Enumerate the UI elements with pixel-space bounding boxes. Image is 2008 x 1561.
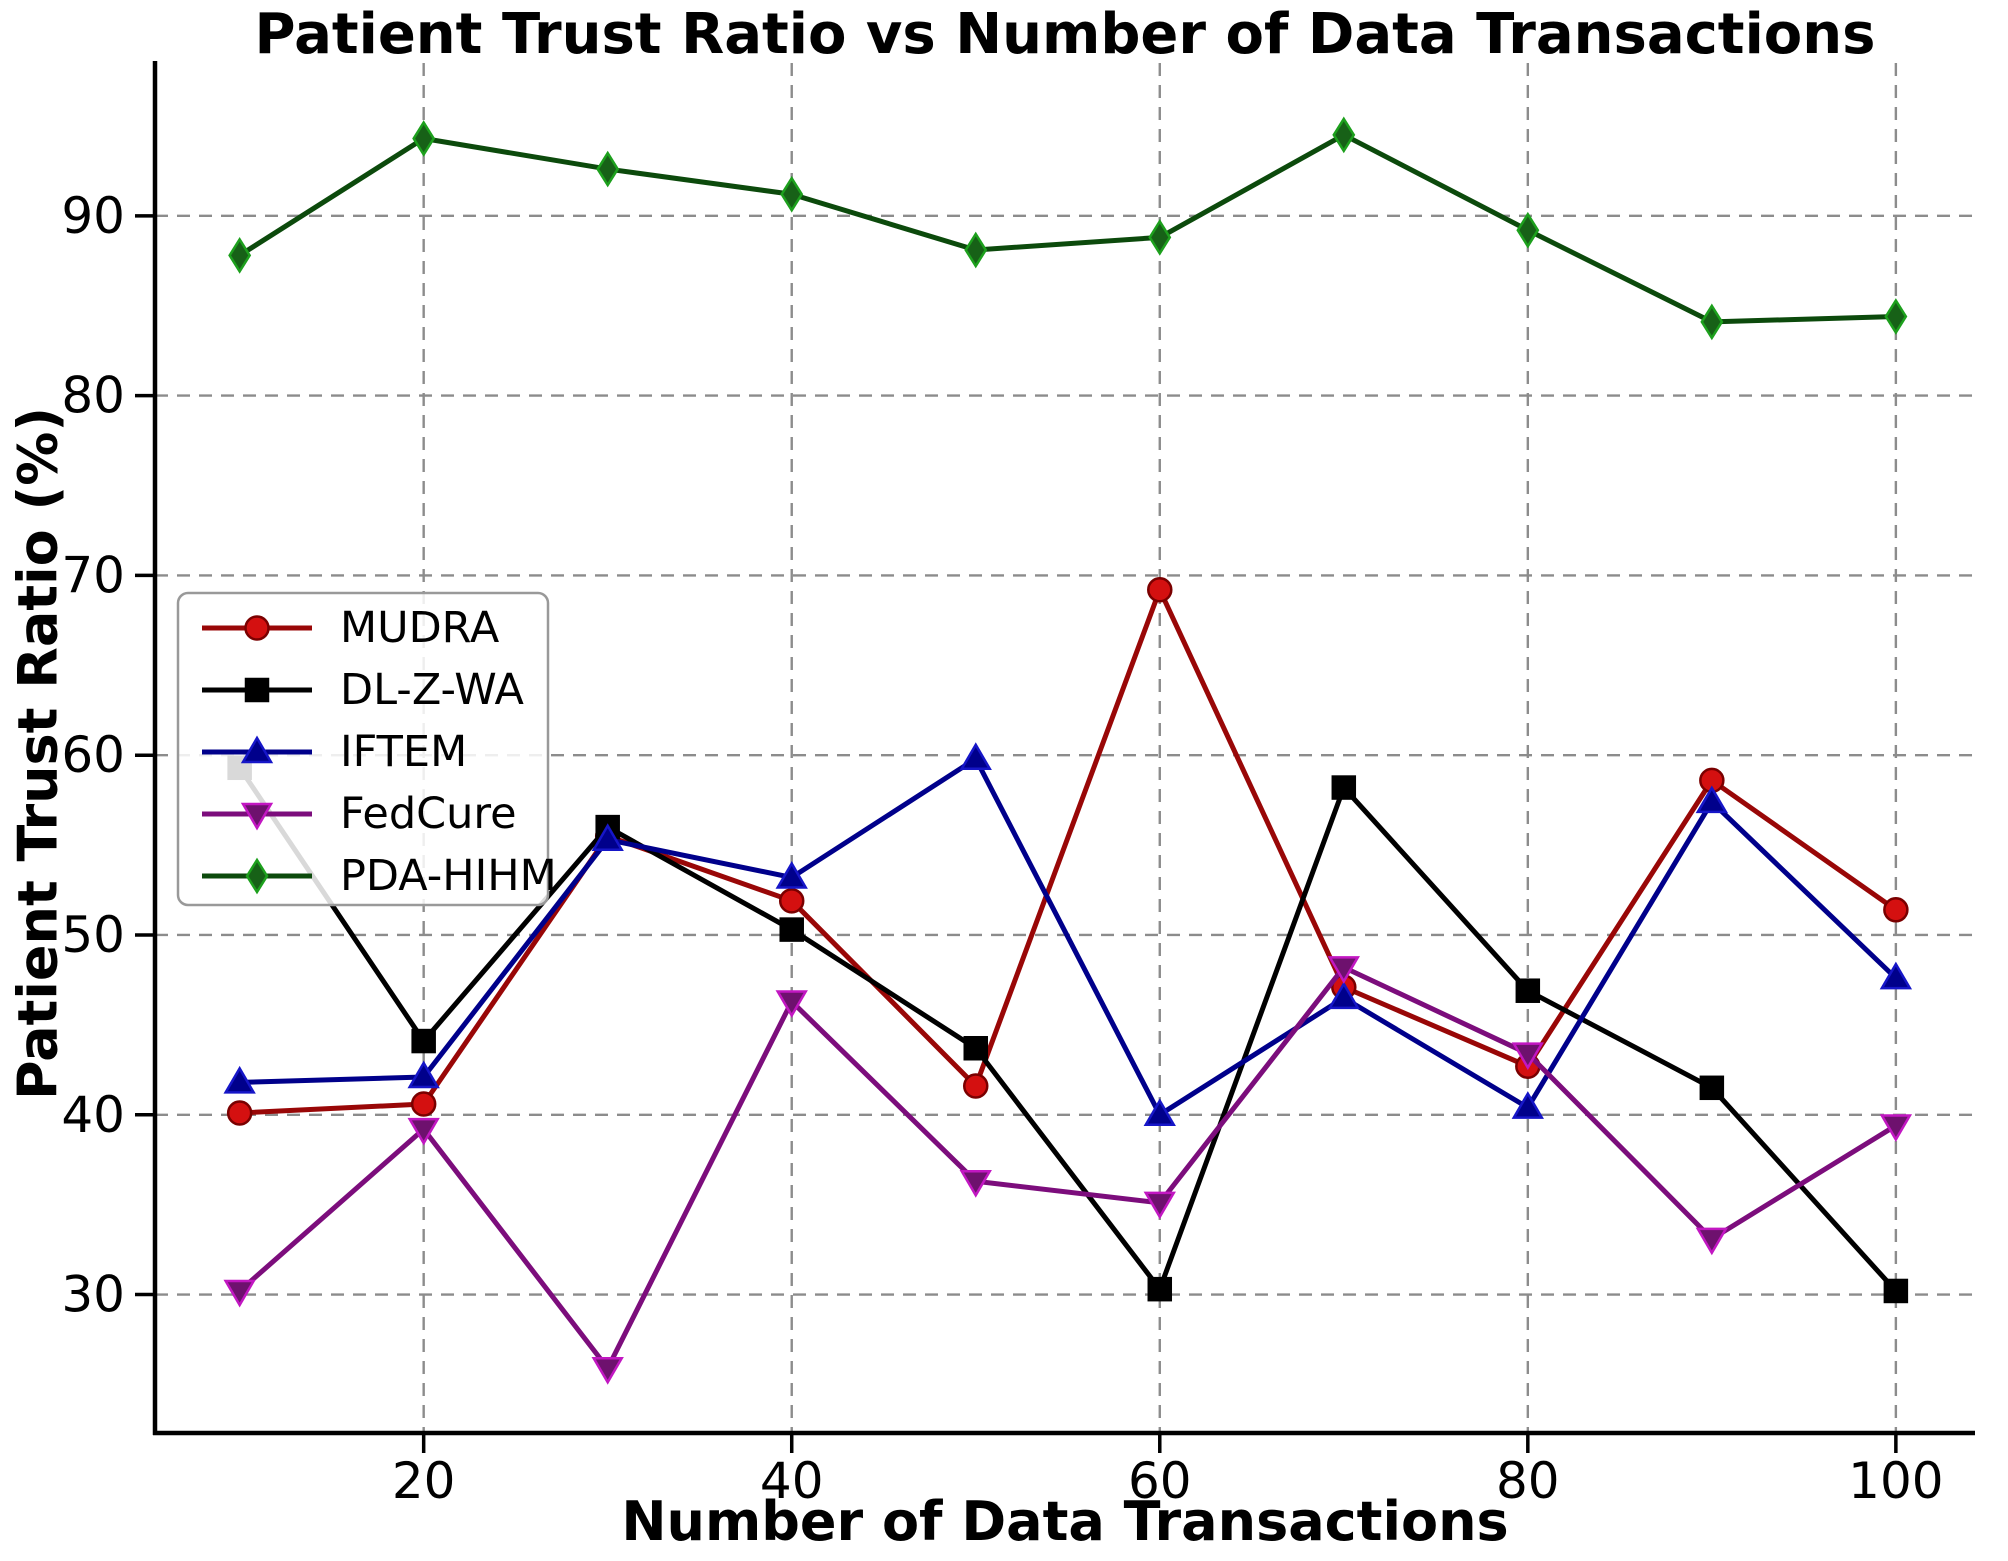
x-tick-label-100: 100 — [1848, 1452, 1943, 1510]
x-tick-label-40: 40 — [760, 1452, 824, 1510]
marker-IFTEM — [1511, 1091, 1544, 1119]
marker-IFTEM — [1695, 785, 1729, 814]
marker-FedCure — [1695, 1227, 1729, 1256]
legend: MUDRA DL-Z-WA IFTEM FedCure PDA-HIHM — [176, 591, 557, 907]
marker-MUDRA — [778, 888, 805, 914]
series-line-PDA-HIHM — [238, 132, 1896, 325]
legend-item-FedCure: FedCure — [202, 789, 517, 839]
marker-DL-Z-WA — [1331, 775, 1357, 800]
marker-PDA-HIHM — [964, 231, 988, 269]
marker-MUDRA — [244, 615, 270, 641]
marker-DL-Z-WA — [1699, 1075, 1725, 1101]
series-IFTEM — [223, 742, 1913, 1127]
marker-IFTEM — [775, 860, 808, 889]
marker-DL-Z-WA — [1147, 1276, 1173, 1302]
marker-PDA-HIHM — [1148, 219, 1172, 256]
marker-DL-Z-WA — [963, 1035, 988, 1061]
marker-PDA-HIHM — [1332, 116, 1356, 154]
legend-item-IFTEM: IFTEM — [202, 727, 467, 777]
marker-DL-Z-WA — [1883, 1278, 1909, 1304]
y-axis-label: Patient Trust Ratio (%) — [6, 407, 70, 1101]
legend-label-FedCure: FedCure — [340, 789, 517, 839]
marker-FedCure — [223, 1279, 256, 1308]
marker-FedCure — [1143, 1191, 1176, 1220]
marker-PDA-HIHM — [596, 150, 620, 188]
x-tick-label-60: 60 — [1128, 1452, 1192, 1510]
marker-IFTEM — [240, 735, 274, 764]
marker-MUDRA — [962, 1073, 989, 1099]
marker-PDA-HIHM — [1884, 298, 1908, 335]
marker-IFTEM — [959, 742, 992, 771]
marker-MUDRA — [1147, 577, 1173, 603]
marker-IFTEM — [1327, 981, 1360, 1010]
legend-item-DL-Z-WA: DL-Z-WA — [202, 665, 524, 715]
y-tick-label-30: 30 — [61, 1266, 125, 1324]
marker-FedCure — [1879, 1114, 1913, 1143]
legend-box — [176, 591, 550, 907]
legend-label-PDA-HIHM: PDA-HIHM — [340, 851, 557, 901]
legend-label-IFTEM: IFTEM — [340, 727, 467, 777]
marker-FedCure — [591, 1357, 624, 1385]
series-line-FedCure — [238, 964, 1898, 1371]
y-tick-label-40: 40 — [61, 1086, 125, 1144]
legend-item-MUDRA: MUDRA — [202, 603, 500, 653]
marker-MUDRA — [410, 1091, 437, 1117]
legend-item-PDA-HIHM: PDA-HIHM — [202, 851, 557, 901]
marker-IFTEM — [223, 1065, 256, 1094]
series-line-MUDRA — [239, 587, 1898, 1116]
chart-title: Patient Trust Ratio vs Number of Data Tr… — [254, 2, 1876, 67]
marker-FedCure — [1327, 956, 1360, 984]
y-tick-label-90: 90 — [61, 187, 125, 245]
x-tick-label-80: 80 — [1496, 1452, 1560, 1510]
marker-MUDRA — [226, 1100, 253, 1126]
marker-FedCure — [1511, 1042, 1544, 1071]
marker-PDA-HIHM — [1700, 303, 1724, 341]
y-tick-label-50: 50 — [61, 906, 125, 964]
marker-DL-Z-WA — [779, 917, 804, 942]
legend-label-MUDRA: MUDRA — [340, 603, 500, 653]
series-PDA-HIHM — [228, 116, 1908, 341]
marker-FedCure — [407, 1117, 440, 1146]
legend-label-DL-Z-WA: DL-Z-WA — [340, 665, 524, 715]
x-tick-label-20: 20 — [392, 1452, 456, 1510]
marker-PDA-HIHM — [1516, 211, 1540, 249]
marker-IFTEM — [1143, 1098, 1176, 1127]
marker-IFTEM — [591, 823, 624, 851]
marker-PDA-HIHM — [245, 857, 269, 895]
marker-IFTEM — [1879, 961, 1913, 990]
series-line-DL-Z-WA — [237, 766, 1898, 1293]
marker-PDA-HIHM — [412, 120, 436, 157]
y-tick-label-70: 70 — [61, 546, 125, 604]
x-axis-label: Number of Data Transactions — [621, 1490, 1509, 1553]
marker-FedCure — [240, 802, 274, 831]
marker-DL-Z-WA — [244, 677, 270, 703]
marker-DL-Z-WA — [411, 1028, 436, 1054]
y-tick-label-80: 80 — [61, 367, 125, 425]
marker-FedCure — [775, 990, 808, 1018]
marker-PDA-HIHM — [780, 175, 804, 213]
marker-MUDRA — [1883, 897, 1909, 923]
marker-PDA-HIHM — [228, 237, 252, 274]
marker-FedCure — [959, 1170, 992, 1198]
y-tick-label-60: 60 — [61, 726, 125, 784]
series-line-IFTEM — [239, 756, 1898, 1118]
series-FedCure — [223, 956, 1913, 1385]
marker-DL-Z-WA — [1515, 978, 1541, 1003]
marker-IFTEM — [407, 1060, 440, 1089]
